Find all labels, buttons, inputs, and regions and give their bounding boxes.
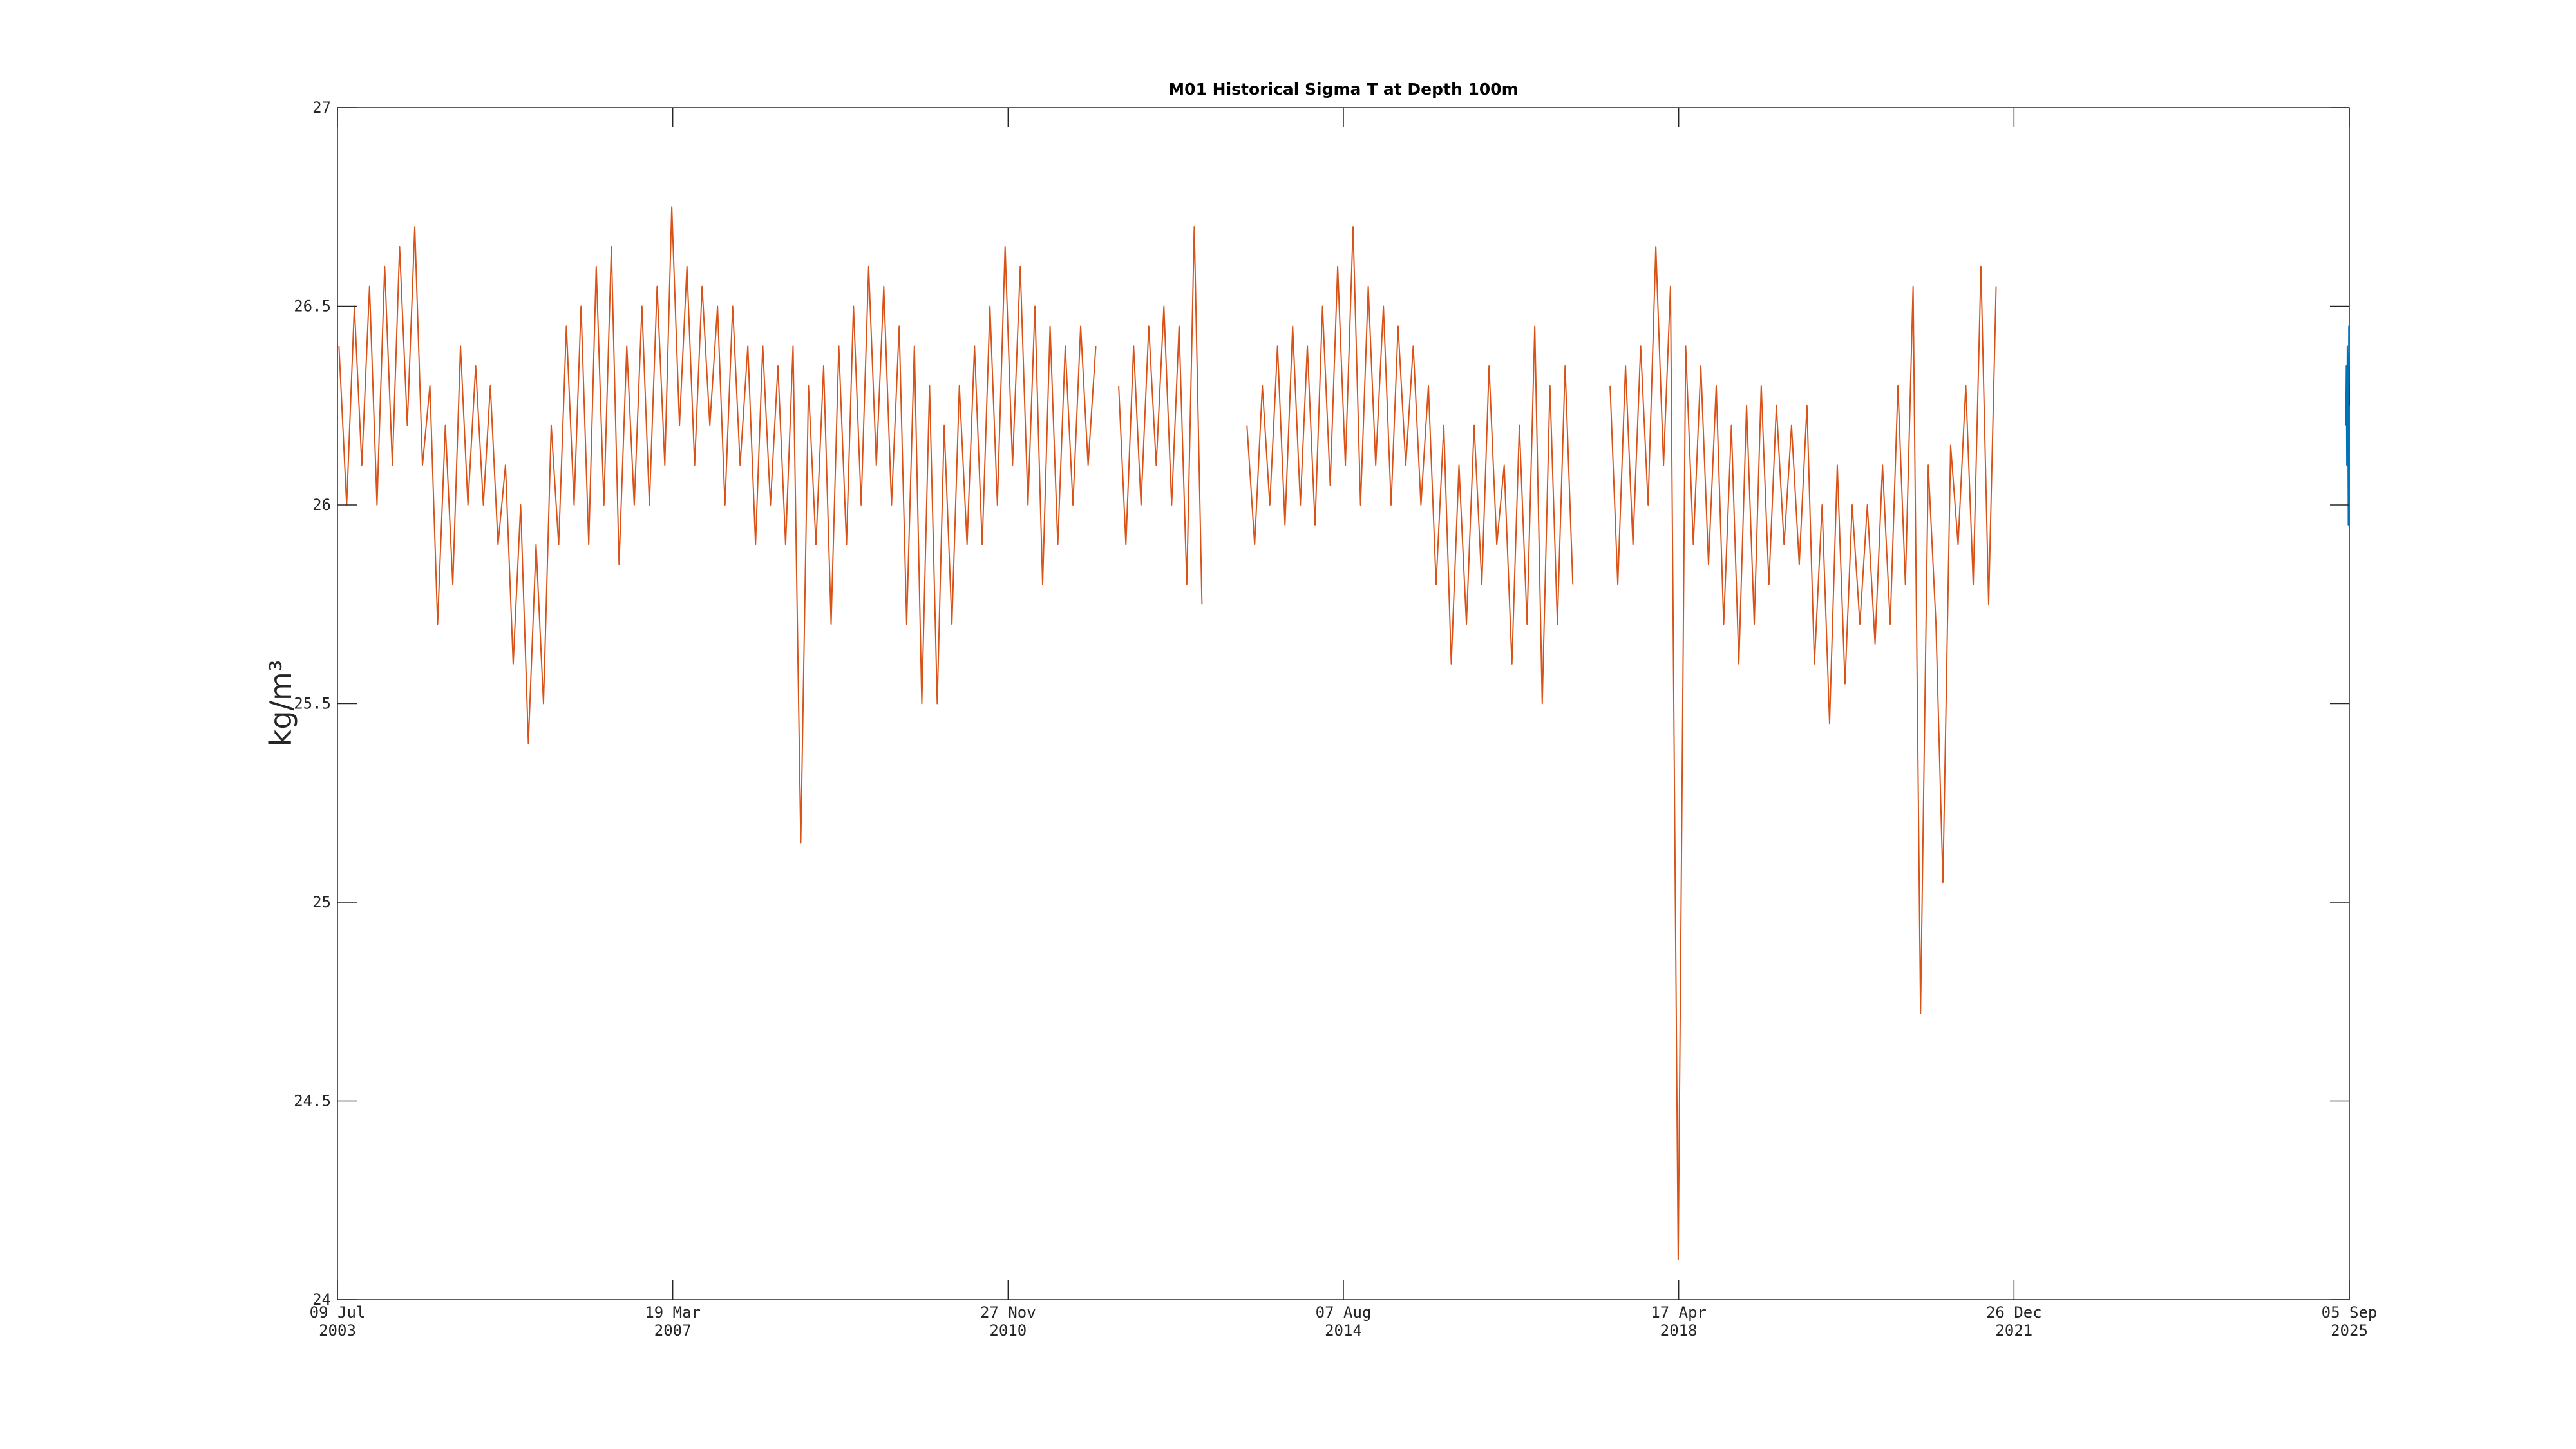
x-tick-label: 2007 <box>654 1321 692 1340</box>
y-tick-label: 25.5 <box>294 695 331 713</box>
y-tick-label: 26 <box>312 496 331 514</box>
y-axis-label: kg/m³ <box>263 660 298 747</box>
x-tick-label: 19 Mar <box>645 1303 701 1321</box>
x-tick-label: 05 Sep <box>2322 1303 2378 1321</box>
x-tick-label: 27 Nov <box>980 1303 1036 1321</box>
y-tick-label: 24 <box>312 1291 331 1309</box>
x-tick-label: 2014 <box>1325 1321 1362 1340</box>
x-tick-label: 26 Dec <box>1986 1303 2042 1321</box>
x-tick-label: 07 Aug <box>1316 1303 1372 1321</box>
data-line <box>2345 325 2350 526</box>
x-tick-label: 09 Jul <box>310 1303 366 1321</box>
data-line <box>338 206 1997 1261</box>
y-tick-label: 26.5 <box>294 298 331 316</box>
y-tick-label: 27 <box>312 99 331 117</box>
y-tick-label: 24.5 <box>294 1092 331 1110</box>
x-tick-label: 2010 <box>989 1321 1027 1340</box>
x-tick-label: 17 Apr <box>1651 1303 1707 1321</box>
x-tick-label: 2025 <box>2331 1321 2368 1340</box>
x-tick-label: 2021 <box>1995 1321 2032 1340</box>
chart-title: M01 Historical Sigma T at Depth 100m <box>1168 80 1518 99</box>
x-tick-label: 2003 <box>319 1321 356 1340</box>
x-tick-label: 2018 <box>1660 1321 1698 1340</box>
y-tick-label: 25 <box>312 893 331 911</box>
